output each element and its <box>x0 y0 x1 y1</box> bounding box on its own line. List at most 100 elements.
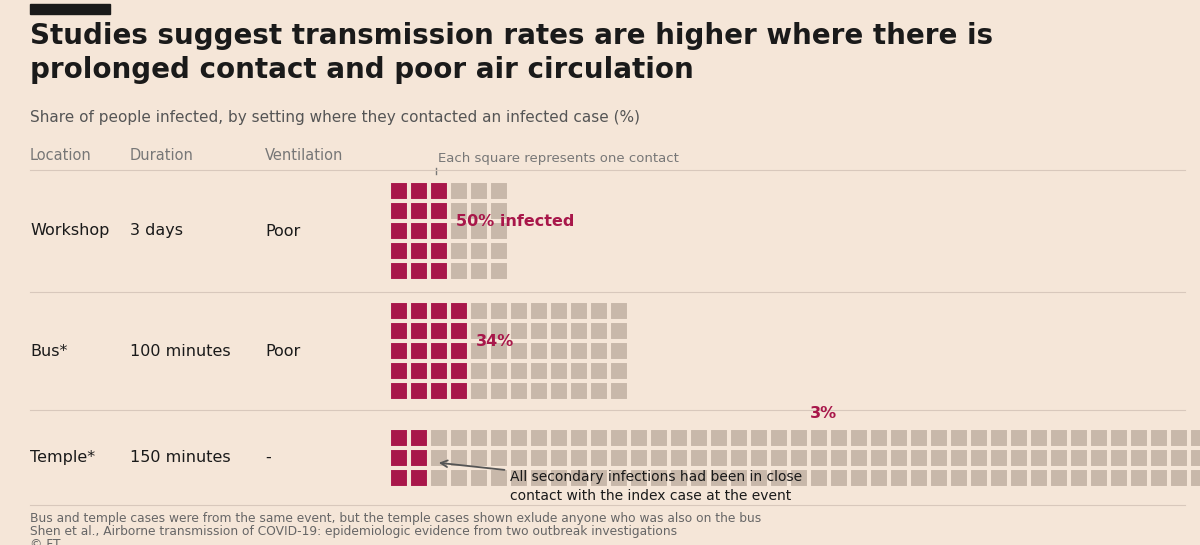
Bar <box>450 449 468 467</box>
Text: Shen et al., Airborne transmission of COVID-19: epidemiologic evidence from two : Shen et al., Airborne transmission of CO… <box>30 525 677 538</box>
Text: Share of people infected, by setting where they contacted an infected case (%): Share of people infected, by setting whe… <box>30 110 640 125</box>
Bar <box>1110 469 1128 487</box>
Bar <box>550 428 568 446</box>
Bar <box>930 428 948 446</box>
Text: Duration: Duration <box>130 148 194 163</box>
Bar <box>430 428 448 446</box>
Text: Location: Location <box>30 148 91 163</box>
Bar <box>550 362 568 380</box>
Bar <box>810 449 828 467</box>
Bar <box>710 469 728 487</box>
Bar <box>510 449 528 467</box>
Bar <box>390 449 408 467</box>
Bar <box>630 449 648 467</box>
Bar <box>490 322 508 340</box>
Bar <box>470 428 488 446</box>
Bar <box>470 262 488 280</box>
Text: © FT: © FT <box>30 538 60 545</box>
Bar <box>450 182 468 200</box>
Bar <box>610 322 628 340</box>
Text: All secondary infections had been in close
contact with the index case at the ev: All secondary infections had been in clo… <box>440 461 802 503</box>
Bar <box>570 382 588 400</box>
Bar <box>870 469 888 487</box>
Bar <box>570 302 588 320</box>
Text: Studies suggest transmission rates are higher where there is
prolonged contact a: Studies suggest transmission rates are h… <box>30 22 994 83</box>
Bar <box>570 449 588 467</box>
Text: Temple*: Temple* <box>30 450 95 465</box>
Bar <box>410 242 428 260</box>
Bar <box>450 382 468 400</box>
Text: Poor: Poor <box>265 223 300 239</box>
Bar <box>1090 469 1108 487</box>
Text: Bus and temple cases were from the same event, but the temple cases shown exlude: Bus and temple cases were from the same … <box>30 512 761 525</box>
Bar <box>410 469 428 487</box>
Bar <box>410 428 428 446</box>
Bar <box>390 362 408 380</box>
Bar <box>410 449 428 467</box>
Bar <box>650 428 668 446</box>
Bar <box>490 428 508 446</box>
Bar <box>410 222 428 240</box>
Bar <box>990 428 1008 446</box>
Bar <box>910 428 928 446</box>
Bar <box>1150 469 1168 487</box>
Bar <box>790 428 808 446</box>
Bar <box>610 428 628 446</box>
Bar <box>930 449 948 467</box>
Bar <box>990 469 1008 487</box>
Bar <box>610 469 628 487</box>
Bar <box>30 4 110 14</box>
Bar <box>470 202 488 220</box>
Bar <box>430 202 448 220</box>
Bar <box>770 428 788 446</box>
Bar <box>690 469 708 487</box>
Bar <box>470 362 488 380</box>
Bar <box>650 449 668 467</box>
Bar <box>390 242 408 260</box>
Bar <box>450 302 468 320</box>
Bar <box>690 428 708 446</box>
Bar <box>570 362 588 380</box>
Bar <box>1050 428 1068 446</box>
Bar <box>450 469 468 487</box>
Bar <box>730 449 748 467</box>
Bar <box>770 469 788 487</box>
Bar <box>1190 469 1200 487</box>
Bar <box>490 469 508 487</box>
Bar <box>490 222 508 240</box>
Bar <box>1070 428 1088 446</box>
Bar <box>390 342 408 360</box>
Bar <box>490 182 508 200</box>
Bar <box>1170 469 1188 487</box>
Bar <box>1170 449 1188 467</box>
Bar <box>430 342 448 360</box>
Bar <box>830 449 848 467</box>
Bar <box>790 469 808 487</box>
Bar <box>850 428 868 446</box>
Bar <box>1070 449 1088 467</box>
Bar <box>750 449 768 467</box>
Bar <box>1070 469 1088 487</box>
Bar <box>470 302 488 320</box>
Bar <box>490 449 508 467</box>
Text: -: - <box>265 450 271 465</box>
Bar <box>570 469 588 487</box>
Bar <box>850 449 868 467</box>
Bar <box>450 262 468 280</box>
Bar <box>530 449 548 467</box>
Bar <box>1190 428 1200 446</box>
Bar <box>490 242 508 260</box>
Bar <box>430 302 448 320</box>
Bar <box>570 322 588 340</box>
Bar <box>950 428 968 446</box>
Bar <box>410 322 428 340</box>
Bar <box>730 428 748 446</box>
Bar <box>590 342 608 360</box>
Bar <box>390 202 408 220</box>
Bar <box>510 362 528 380</box>
Bar <box>1030 469 1048 487</box>
Bar <box>1030 428 1048 446</box>
Bar <box>650 469 668 487</box>
Bar <box>470 182 488 200</box>
Bar <box>670 428 688 446</box>
